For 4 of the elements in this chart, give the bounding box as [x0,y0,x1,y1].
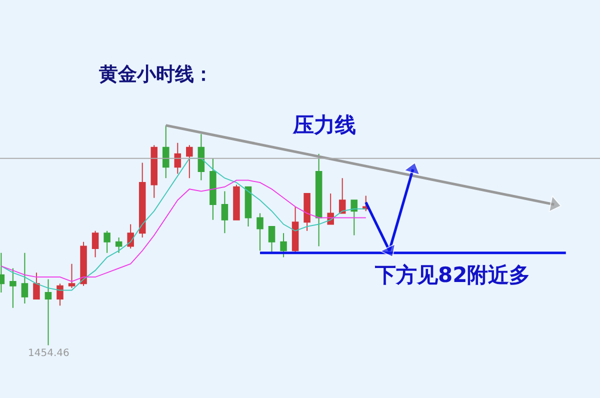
annotation: 下方见82附近多 [374,263,530,287]
annotation: 压力线 [292,113,356,137]
chart-title: 黄金小时线： [98,63,213,86]
annotation: 1454.46 [28,348,70,359]
